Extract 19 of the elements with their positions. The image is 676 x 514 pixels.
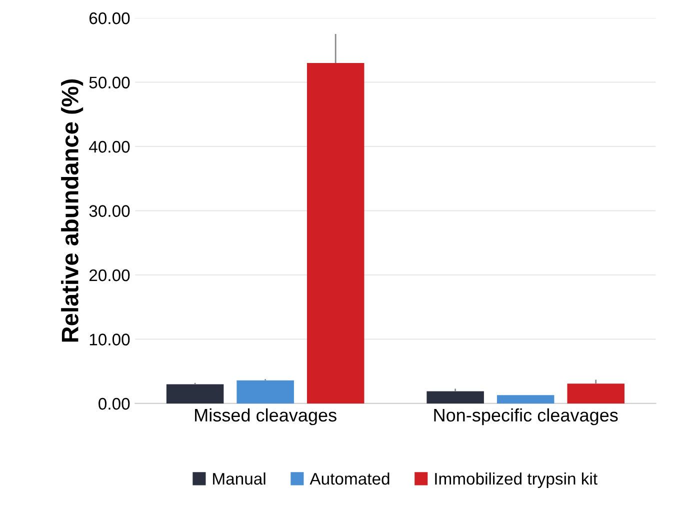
bar (236, 380, 294, 404)
y-tick-label: 0.00 (98, 398, 130, 410)
y-axis-title: Relative abundance (%) (61, 79, 84, 342)
bar (166, 384, 224, 404)
y-tick-label: 30.00 (89, 205, 130, 217)
x-tick-label: Non-specific cleavages (434, 408, 618, 426)
y-tick-label: 60.00 (89, 12, 130, 24)
bar (567, 384, 624, 404)
legend-label: Automated (310, 472, 390, 485)
y-tick-label: 10.00 (90, 334, 130, 346)
x-tick-label: Missed cleavages (195, 408, 336, 426)
y-tick-label: 40.00 (89, 140, 130, 153)
bar (306, 62, 364, 404)
bar (496, 395, 554, 404)
bar (426, 391, 484, 404)
legend-label: Manual (213, 472, 266, 485)
y-tick-label: 50.00 (89, 76, 130, 88)
legend-label: Immobilized trypsin kit (435, 472, 598, 488)
y-tick-label: 20.00 (89, 269, 130, 282)
